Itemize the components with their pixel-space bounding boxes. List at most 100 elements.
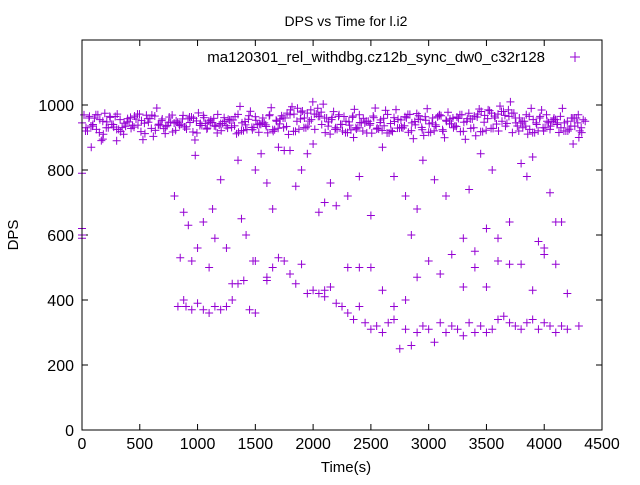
data-point [205,263,214,272]
data-point [438,125,447,134]
data-point [514,127,523,135]
data-point [517,260,526,269]
data-point [369,112,378,121]
data-point [87,143,96,152]
data-point [411,120,420,129]
data-point [457,110,466,119]
data-point [521,122,530,131]
data-point [268,263,277,272]
data-point [80,110,88,119]
data-point [550,114,558,122]
data-point [300,114,309,122]
data-point [490,112,499,121]
data-point [83,127,92,135]
data-point [380,121,389,130]
data-point [192,128,201,137]
data-point [310,125,319,134]
data-point [401,296,410,304]
data-point [187,305,196,314]
data-point [430,175,439,184]
data-point [228,296,237,304]
data-point [218,119,227,128]
data-point [280,257,289,265]
data-point [477,107,486,116]
data-point [418,322,427,330]
data-point [217,126,226,135]
data-point [417,123,426,132]
data-point [405,110,414,119]
data-point [100,109,109,118]
data-point [150,112,159,121]
data-point [209,114,218,123]
data-point [366,263,375,272]
data-point [551,115,560,124]
data-point [327,115,336,124]
data-point [298,106,307,115]
data-point [332,201,341,210]
data-point [535,114,544,122]
data-point [367,129,376,138]
data-point [305,117,314,126]
data-point [241,120,250,129]
data-point [344,117,353,126]
data-point [465,318,474,327]
data-point [140,119,149,128]
data-point [546,322,554,330]
data-point [469,123,478,132]
data-point [277,111,286,120]
data-point [349,315,358,324]
data-point [439,127,448,136]
x-tick-label: 1000 [180,436,216,453]
y-axis-label: DPS [5,220,22,251]
data-point [416,115,425,124]
y-tick-label: 400 [47,293,74,310]
data-point [494,257,502,265]
data-point [136,127,145,136]
data-point [431,120,440,129]
data-point [321,128,330,137]
data-point [355,302,364,311]
data-point [355,110,364,119]
data-point [459,127,468,136]
data-point [130,123,138,132]
data-point [390,315,398,324]
data-point [303,122,312,131]
data-point [544,118,553,127]
data-point [572,114,581,122]
data-point [294,125,303,134]
data-point [309,140,318,148]
data-point [251,166,260,174]
data-point [470,328,479,337]
data-point [378,328,387,337]
data-point [173,302,182,311]
data-point [414,111,423,120]
data-point [430,338,439,347]
data-point [176,253,185,262]
data-point [157,116,166,125]
data-point [459,331,468,340]
data-point [412,109,421,118]
data-point [517,325,526,334]
data-point [442,192,450,200]
data-point [303,149,312,158]
data-point [482,328,491,337]
data-point [442,328,450,337]
data-point [98,117,107,126]
data-point [234,279,242,288]
data-point [537,106,546,114]
data-point [210,121,219,130]
data-point [99,130,108,139]
data-point [476,149,485,158]
data-point [433,112,442,121]
data-point [372,322,381,330]
data-point [386,119,395,128]
data-point [401,325,410,334]
data-point [149,132,158,141]
data-point [421,116,430,125]
data-point [390,113,398,122]
data-point [442,116,450,125]
data-point [307,115,316,124]
data-point [447,322,456,330]
data-point [314,208,323,217]
data-point [440,133,449,142]
